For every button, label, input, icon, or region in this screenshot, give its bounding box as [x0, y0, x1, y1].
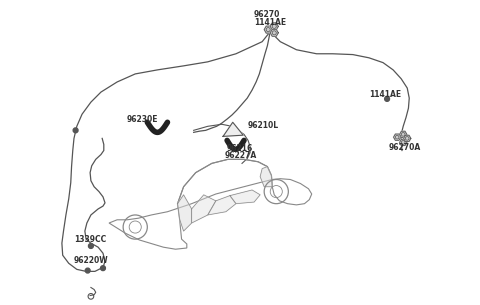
Polygon shape — [230, 190, 260, 204]
Circle shape — [85, 268, 90, 273]
Text: 96210L: 96210L — [247, 121, 278, 130]
Polygon shape — [394, 134, 401, 140]
Text: 96220W: 96220W — [74, 256, 108, 265]
Polygon shape — [208, 196, 236, 215]
Polygon shape — [223, 122, 243, 136]
Polygon shape — [399, 131, 407, 138]
Text: 96230E: 96230E — [126, 115, 158, 124]
Circle shape — [384, 96, 389, 101]
Circle shape — [73, 128, 78, 133]
Text: 1339CC: 1339CC — [74, 235, 106, 244]
Circle shape — [88, 244, 93, 248]
Polygon shape — [192, 195, 216, 223]
Polygon shape — [178, 195, 192, 231]
Text: 96270: 96270 — [254, 10, 280, 19]
Polygon shape — [270, 23, 278, 30]
Polygon shape — [270, 29, 278, 36]
Polygon shape — [399, 139, 407, 145]
Text: 1141AE: 1141AE — [254, 18, 286, 27]
Text: 96216: 96216 — [227, 144, 253, 153]
Text: 96227A: 96227A — [225, 151, 257, 160]
Polygon shape — [404, 135, 411, 142]
Text: 1141AE: 1141AE — [369, 90, 401, 99]
Text: 96270A: 96270A — [388, 143, 420, 152]
Circle shape — [101, 266, 106, 271]
Circle shape — [266, 28, 271, 33]
Polygon shape — [260, 167, 272, 187]
Polygon shape — [264, 26, 272, 33]
